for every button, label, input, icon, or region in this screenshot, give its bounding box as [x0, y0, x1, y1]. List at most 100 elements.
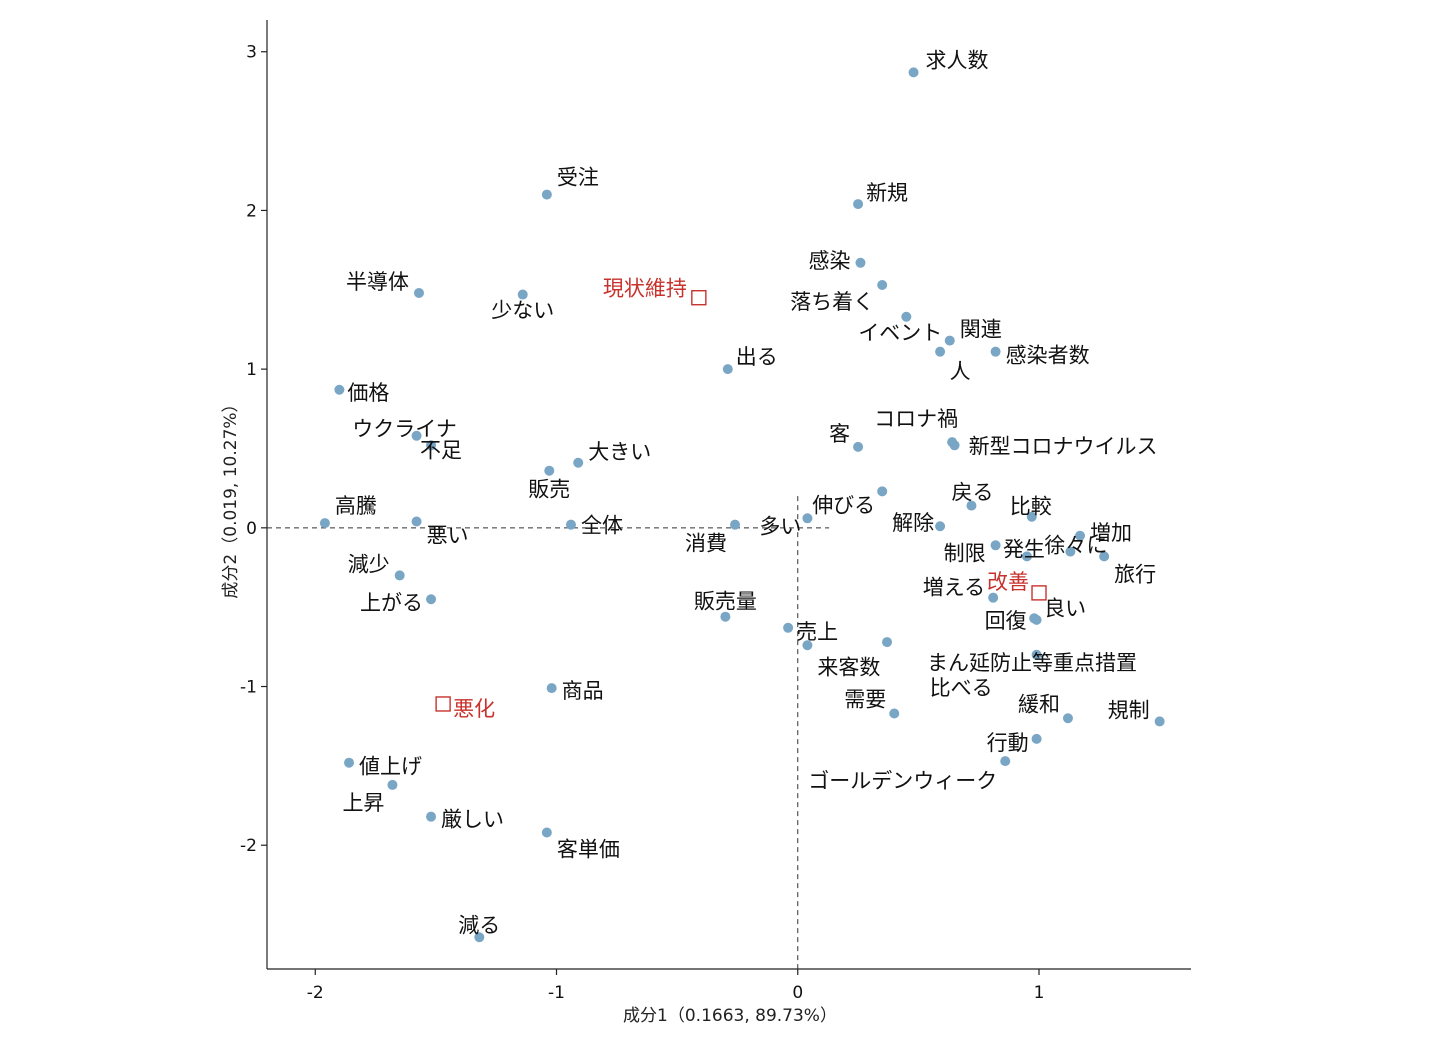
word-label: 回復 [985, 609, 1027, 633]
word-point [949, 440, 960, 451]
word-point [901, 311, 912, 322]
word-point [802, 513, 813, 524]
word-label: 良い [1044, 596, 1086, 620]
word-label: 需要 [844, 688, 886, 712]
word-label: 落ち着く [790, 290, 874, 314]
category-label: 現状維持 [603, 277, 687, 301]
word-point [426, 811, 437, 822]
word-point [802, 640, 813, 651]
word-point [1031, 649, 1042, 660]
word-point [855, 257, 866, 268]
word-label: 厳しい [441, 808, 504, 832]
word-point [1031, 614, 1042, 625]
word-point [565, 519, 576, 530]
word-label: 徐々に [1044, 534, 1107, 558]
word-label: 規制 [1108, 698, 1150, 722]
word-label: 新型コロナウイルス [969, 434, 1158, 458]
word-point [990, 346, 1001, 357]
word-label: 出る [736, 345, 778, 369]
word-point [877, 486, 888, 497]
word-point [990, 540, 1001, 551]
word-point [966, 500, 977, 511]
word-point [387, 779, 398, 790]
word-point [546, 683, 557, 694]
word-label: 大きい [588, 440, 651, 464]
word-label: 上がる [360, 591, 423, 615]
y-tick-label: -2 [240, 836, 257, 856]
word-point [1021, 551, 1032, 562]
word-point [935, 521, 946, 532]
word-point [908, 67, 919, 78]
category-marker [1031, 585, 1047, 601]
y-axis-title: 成分2（0.019, 10.27%） [221, 395, 241, 598]
word-label: 受注 [557, 166, 599, 190]
word-label: 緩和 [1018, 692, 1060, 716]
word-label: 行動 [987, 731, 1029, 755]
word-point [853, 441, 864, 452]
word-point [1031, 733, 1042, 744]
category-marker [691, 290, 707, 306]
word-point [1026, 511, 1037, 522]
axes: -2 -1 0 1 3 2 1 0 -1 -2 [240, 20, 1191, 1003]
word-label: 販売量 [694, 590, 757, 614]
x-tick-label: 0 [792, 983, 803, 1003]
word-label: 比べる [930, 676, 993, 700]
word-point [411, 516, 422, 527]
word-point [474, 932, 485, 943]
word-label: 値上げ [359, 755, 422, 779]
word-label: 売上 [796, 620, 838, 644]
word-point [882, 637, 893, 648]
word-label: 悪い [427, 523, 469, 547]
word-point [1075, 530, 1086, 541]
word-label: 客単価 [557, 838, 620, 862]
x-ticks: -2 -1 0 1 [307, 969, 1045, 1003]
word-label: 全体 [581, 514, 623, 538]
x-tick-label: -1 [548, 983, 565, 1003]
word-label: 戻る [951, 481, 993, 505]
x-axis-title: 成分1（0.1663, 89.73%） [623, 1006, 837, 1026]
word-label: 半導体 [346, 270, 409, 294]
word-label: 少ない [491, 299, 554, 323]
word-point [573, 457, 584, 468]
word-point [853, 199, 864, 210]
word-point [720, 611, 731, 622]
word-point [319, 518, 330, 529]
word-point [394, 570, 405, 581]
word-point [988, 592, 999, 603]
word-point [413, 287, 424, 298]
word-label: 旅行 [1114, 562, 1156, 586]
y-ticks: 3 2 1 0 -1 -2 [240, 43, 267, 856]
word-label: 高騰 [335, 494, 377, 518]
word-point [1000, 756, 1011, 767]
word-label: 伸びる [812, 493, 875, 517]
word-label: まん延防止等重点措置 [927, 651, 1137, 675]
word-point [334, 384, 345, 395]
word-label: 来客数 [817, 655, 880, 679]
word-point [426, 594, 437, 605]
word-label: 増える [923, 576, 985, 600]
word-label: 増加 [1090, 521, 1132, 545]
y-tick-label: 1 [246, 360, 257, 380]
word-point [1154, 716, 1165, 727]
word-label: ゴールデンウィーク [808, 769, 997, 793]
word-label: 減る [458, 913, 500, 937]
x-tick-label: 1 [1034, 983, 1045, 1003]
word-point [426, 440, 437, 451]
word-label: 感染 [808, 249, 850, 273]
word-point [889, 708, 900, 719]
word-label: 制限 [944, 541, 986, 565]
word-label: 価格 [347, 381, 389, 405]
word-label: 減少 [348, 552, 390, 576]
word-label: 感染者数 [1006, 344, 1090, 368]
word-label: 求人数 [926, 48, 989, 72]
word-label: 新規 [866, 181, 908, 205]
word-point [344, 757, 355, 768]
word-label: 不足 [420, 438, 462, 462]
word-label: コロナ禍 [874, 407, 958, 431]
word-label: 多い [759, 514, 801, 538]
word-point [1099, 551, 1110, 562]
word-point [541, 827, 552, 838]
